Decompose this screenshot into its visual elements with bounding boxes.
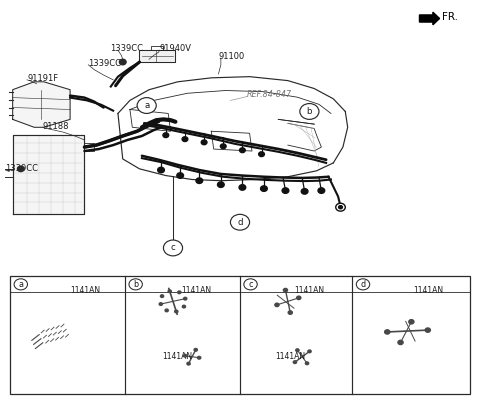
Text: 91940V: 91940V <box>159 44 192 54</box>
Circle shape <box>230 214 250 230</box>
Text: FR.: FR. <box>442 12 458 21</box>
Circle shape <box>244 279 257 290</box>
Text: 1141AN: 1141AN <box>162 352 192 361</box>
Circle shape <box>201 140 207 145</box>
Circle shape <box>182 137 188 142</box>
Circle shape <box>178 291 181 294</box>
Text: 1141AN: 1141AN <box>414 286 444 295</box>
Text: d: d <box>360 280 366 289</box>
Circle shape <box>305 362 309 365</box>
Bar <box>10 276 470 394</box>
Circle shape <box>283 289 288 292</box>
Circle shape <box>384 330 390 334</box>
Circle shape <box>165 309 168 312</box>
Text: a: a <box>18 280 24 289</box>
Circle shape <box>308 350 311 353</box>
Circle shape <box>196 178 203 183</box>
Circle shape <box>182 305 186 308</box>
Text: REF.84-847: REF.84-847 <box>247 91 292 99</box>
Circle shape <box>168 290 171 293</box>
Text: c: c <box>248 280 253 289</box>
Text: a: a <box>144 101 149 110</box>
Circle shape <box>177 173 183 178</box>
Circle shape <box>318 188 324 193</box>
Text: 1339CC: 1339CC <box>5 164 38 173</box>
Circle shape <box>163 133 168 138</box>
Text: 1339CC: 1339CC <box>110 44 143 54</box>
Circle shape <box>409 320 414 324</box>
Circle shape <box>120 59 126 65</box>
Circle shape <box>301 189 308 194</box>
Text: 1141AN: 1141AN <box>295 286 325 295</box>
Text: 91100: 91100 <box>218 52 245 62</box>
Polygon shape <box>420 12 440 25</box>
Circle shape <box>17 166 24 172</box>
Polygon shape <box>140 50 175 62</box>
Circle shape <box>288 311 292 314</box>
Circle shape <box>137 98 156 114</box>
Circle shape <box>261 186 267 191</box>
Circle shape <box>160 295 164 297</box>
Circle shape <box>275 303 279 306</box>
Polygon shape <box>12 135 84 214</box>
Text: 1141AN: 1141AN <box>70 286 100 295</box>
Circle shape <box>425 328 431 332</box>
Circle shape <box>129 279 143 290</box>
Text: b: b <box>307 107 312 116</box>
Circle shape <box>14 279 27 290</box>
Text: c: c <box>170 243 175 252</box>
Text: 91188: 91188 <box>43 122 69 131</box>
Circle shape <box>296 349 299 352</box>
Circle shape <box>398 340 403 345</box>
Circle shape <box>282 188 289 193</box>
Circle shape <box>217 182 224 187</box>
Circle shape <box>338 206 342 209</box>
Circle shape <box>240 148 245 152</box>
Circle shape <box>300 104 319 119</box>
Circle shape <box>259 152 264 156</box>
Circle shape <box>293 361 297 364</box>
Circle shape <box>297 296 301 300</box>
Circle shape <box>220 144 226 148</box>
Text: d: d <box>237 218 243 227</box>
Text: 91191F: 91191F <box>27 74 58 83</box>
Polygon shape <box>12 82 70 127</box>
Circle shape <box>183 355 187 357</box>
Circle shape <box>336 203 345 211</box>
Circle shape <box>175 310 178 313</box>
Text: 1141AN: 1141AN <box>276 352 306 361</box>
Circle shape <box>239 185 246 190</box>
Text: 1339CC: 1339CC <box>88 60 121 69</box>
Circle shape <box>194 349 197 351</box>
Circle shape <box>197 357 201 359</box>
Circle shape <box>163 240 182 256</box>
Text: b: b <box>133 280 138 289</box>
Circle shape <box>187 362 190 365</box>
Text: 1141AN: 1141AN <box>181 286 211 295</box>
Circle shape <box>159 303 162 305</box>
Circle shape <box>356 279 370 290</box>
Circle shape <box>183 297 187 300</box>
Circle shape <box>157 167 164 173</box>
